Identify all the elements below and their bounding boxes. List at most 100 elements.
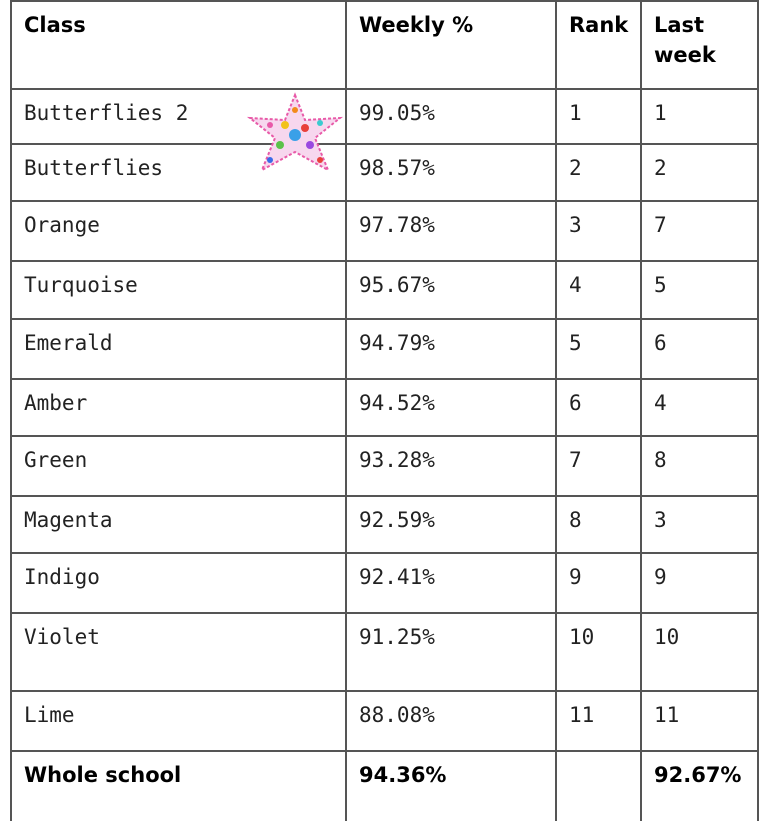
table-cell: Emerald [10,318,345,378]
table-cell: Turquoise [10,260,345,318]
cell-text: 94.52% [359,391,435,415]
table-cell: 8 [555,495,640,552]
cell-text: Orange [24,213,100,237]
header-cell: Class [10,0,345,88]
cell-text: 4 [654,391,667,415]
cell-text: 3 [654,508,667,532]
cell-text: 6 [569,391,582,415]
cell-text: 92.41% [359,565,435,589]
cell-text: 6 [654,331,667,355]
header-cell: Rank [555,0,640,88]
table-cell: Orange [10,200,345,260]
table-cell: 8 [640,435,759,495]
table-cell: Amber [10,378,345,435]
cell-text: 2 [654,156,667,180]
table-cell: Violet [10,612,345,690]
cell-text: 98.57% [359,156,435,180]
cell-text: 10 [654,625,679,649]
cell-text: Emerald [24,331,113,355]
table-cell: 97.78% [345,200,555,260]
total-cell: 92.67% [640,750,759,821]
cell-text: 5 [569,331,582,355]
table-cell: 3 [640,495,759,552]
table-cell: Green [10,435,345,495]
table-cell: 1 [640,88,759,143]
cell-text: 2 [569,156,582,180]
cell-text: 11 [654,703,679,727]
table-cell: 92.41% [345,552,555,612]
cell-text: Class [24,13,86,37]
cell-text: 11 [569,703,594,727]
cell-text: 10 [569,625,594,649]
table-cell: 3 [555,200,640,260]
table-cell: 93.28% [345,435,555,495]
cell-text: Amber [24,391,87,415]
table-cell: 92.59% [345,495,555,552]
table-cell: 95.67% [345,260,555,318]
table-cell: 4 [555,260,640,318]
cell-text: Green [24,448,87,472]
table-cell: 1 [555,88,640,143]
cell-text: 9 [654,565,667,589]
cell-text: 5 [654,273,667,297]
table-cell: 10 [555,612,640,690]
total-cell [555,750,640,821]
cell-text: 92.59% [359,508,435,532]
table-cell: 4 [640,378,759,435]
cell-text: Magenta [24,508,113,532]
cell-text: Violet [24,625,100,649]
total-cell: Whole school [10,750,345,821]
table-cell: 5 [640,260,759,318]
total-cell: 94.36% [345,750,555,821]
cell-text: 9 [569,565,582,589]
table-cell: 11 [640,690,759,750]
table-cell: 2 [640,143,759,200]
header-cell: Last week [640,0,759,88]
table-cell: 88.08% [345,690,555,750]
table-cell: Indigo [10,552,345,612]
cell-text: Weekly % [359,13,473,37]
table-cell: 91.25% [345,612,555,690]
table-cell: 94.79% [345,318,555,378]
cell-text: 1 [654,101,667,125]
table-cell: 6 [555,378,640,435]
table-cell: 10 [640,612,759,690]
table-cell: 9 [555,552,640,612]
cell-text: Turquoise [24,273,138,297]
table-cell: 94.52% [345,378,555,435]
cell-text: Butterflies [24,156,163,180]
cell-text: 88.08% [359,703,435,727]
page: Class Weekly % Rank Last week Butterflies 2 9… [0,0,769,821]
table-cell: 99.05% [345,88,555,143]
cell-text: Butterflies 2 [24,101,188,125]
cell-text: 91.25% [359,625,435,649]
cell-text: 94.79% [359,331,435,355]
table-cell: 98.57% [345,143,555,200]
cell-text: Whole school [24,763,181,787]
cell-text: Indigo [24,565,100,589]
cell-text: Rank [569,13,628,37]
star-decoration [240,90,350,175]
table-cell: 9 [640,552,759,612]
cell-text: 3 [569,213,582,237]
cell-text: Lime [24,703,75,727]
cell-text: 94.36% [359,763,446,787]
cell-text: 97.78% [359,213,435,237]
table-cell: 7 [555,435,640,495]
cell-text: 99.05% [359,101,435,125]
table-cell: Lime [10,690,345,750]
cell-text: 8 [654,448,667,472]
cell-text: 4 [569,273,582,297]
cell-text: 1 [569,101,582,125]
table-cell: 11 [555,690,640,750]
cell-text: 95.67% [359,273,435,297]
cell-text: 92.67% [654,763,741,787]
cell-text: 7 [569,448,582,472]
header-cell: Weekly % [345,0,555,88]
cell-text: Last week [654,13,716,67]
cell-text: 93.28% [359,448,435,472]
table-cell: 6 [640,318,759,378]
table-cell: 5 [555,318,640,378]
cell-text: 8 [569,508,582,532]
table-cell: Magenta [10,495,345,552]
